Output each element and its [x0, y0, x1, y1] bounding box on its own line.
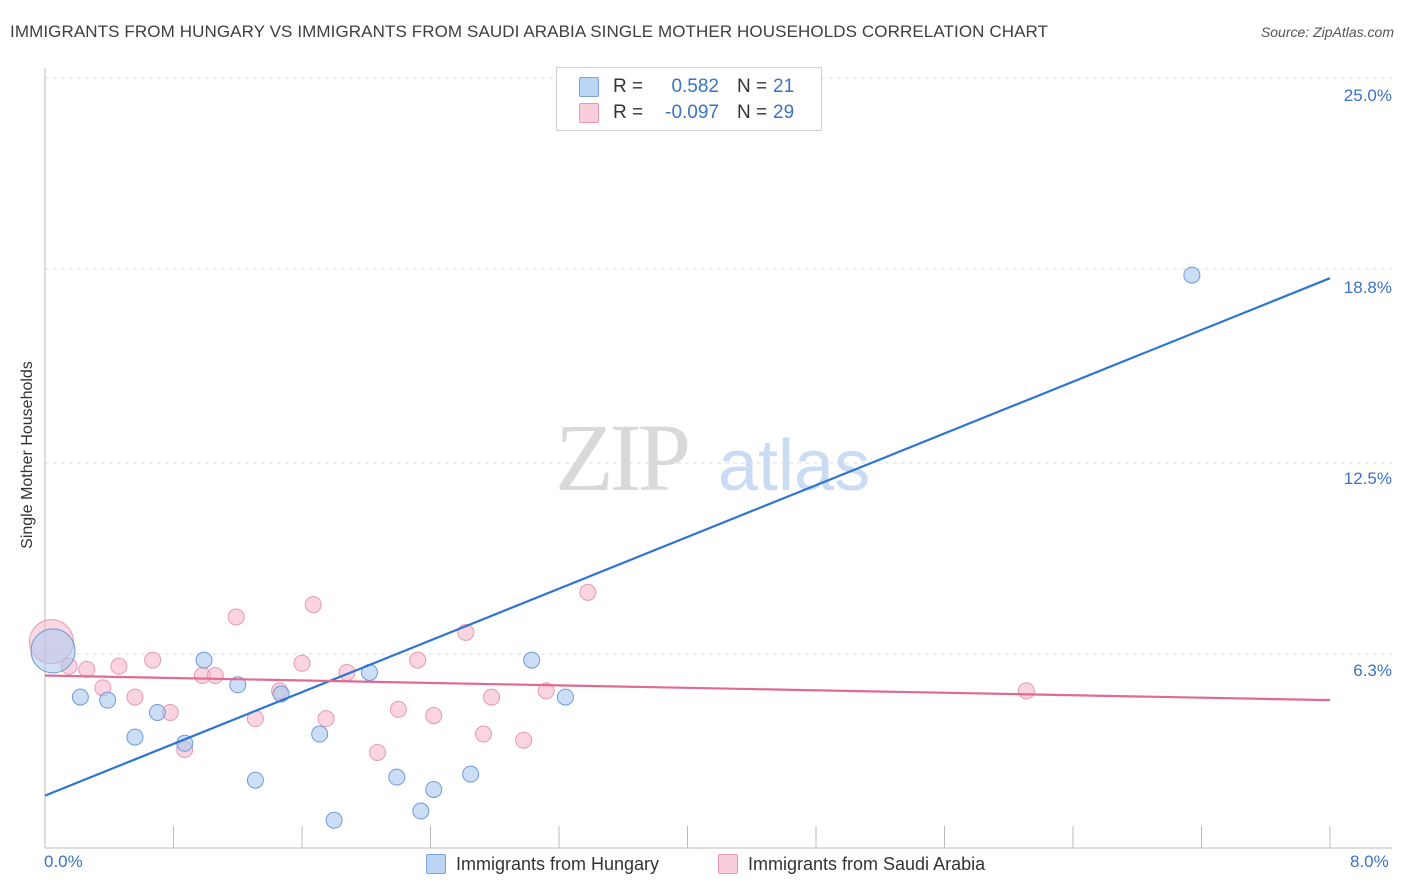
bottom-label-hungary: Immigrants from Hungary — [456, 853, 660, 874]
data-point — [99, 691, 117, 709]
y-tick-25: 25.0% — [1343, 86, 1392, 105]
data-point — [425, 780, 443, 798]
data-point — [229, 676, 247, 694]
points-saudi — [28, 583, 1035, 762]
watermark: ZIP atlas — [555, 404, 870, 511]
data-point — [579, 583, 597, 601]
data-point — [304, 596, 322, 614]
source-label: Source: ZipAtlas.com — [1260, 24, 1394, 40]
legend-n-value: 21 — [773, 76, 795, 97]
data-point — [293, 654, 311, 672]
data-point — [1183, 266, 1201, 284]
data-point — [483, 688, 501, 706]
legend-swatch-hungary — [579, 77, 599, 97]
legend-n-value: 29 — [773, 102, 795, 123]
legend-n-label: N = — [737, 102, 768, 123]
chart-title: IMMIGRANTS FROM HUNGARY VS IMMIGRANTS FR… — [10, 22, 1049, 41]
data-point — [1017, 682, 1035, 700]
y-axis-label: Single Mother Households — [19, 361, 36, 549]
watermark-zip: ZIP — [555, 404, 688, 511]
axes — [44, 68, 1392, 849]
data-point — [126, 688, 144, 706]
data-point — [325, 811, 343, 829]
y-tick-12-5: 12.5% — [1343, 469, 1392, 488]
trendline — [44, 277, 1331, 797]
data-point — [71, 688, 89, 706]
data-point — [368, 744, 386, 762]
data-point — [556, 688, 574, 706]
data-point — [30, 628, 76, 674]
data-point — [537, 682, 555, 700]
data-point — [515, 731, 533, 749]
legend-row-saudi: R = -0.097 N = 29 — [579, 100, 794, 126]
legend-row-hungary: R = 0.582 N = 21 — [579, 74, 794, 100]
data-point — [227, 608, 245, 626]
data-point — [126, 728, 144, 746]
y-tick-6-3: 6.3% — [1353, 661, 1392, 680]
data-point — [475, 725, 493, 743]
bottom-swatch-hungary — [426, 854, 446, 874]
data-point — [388, 768, 406, 786]
watermark-atlas: atlas — [718, 426, 870, 506]
data-point — [311, 725, 329, 743]
legend-n-label: N = — [737, 76, 768, 97]
data-point — [389, 700, 407, 718]
data-point — [409, 651, 427, 669]
data-point — [206, 667, 224, 685]
stats-legend: R = 0.582 N = 21 R = -0.097 N = 29 — [556, 67, 822, 131]
x-tick-max: 8.0% — [1350, 852, 1389, 871]
data-point — [412, 802, 430, 820]
legend-r-label: R = — [613, 76, 644, 97]
legend-r-value: 0.582 — [671, 76, 719, 97]
bottom-legend-hungary: Immigrants from Hungary — [426, 852, 659, 876]
y-tick-18-8: 18.8% — [1343, 278, 1392, 297]
data-point — [317, 710, 335, 728]
data-point — [78, 660, 96, 678]
x-tick-min: 0.0% — [44, 852, 83, 871]
data-point — [144, 651, 162, 669]
legend-swatch-saudi — [579, 103, 599, 123]
data-point — [195, 651, 213, 669]
trendlines — [44, 277, 1331, 797]
trendline — [44, 674, 1331, 702]
bottom-swatch-saudi — [718, 854, 738, 874]
bottom-label-saudi: Immigrants from Saudi Arabia — [748, 853, 986, 874]
data-point — [246, 771, 264, 789]
data-point — [523, 651, 541, 669]
gridlines — [45, 77, 1392, 655]
legend-r-value: -0.097 — [665, 102, 719, 123]
data-point — [148, 703, 166, 721]
data-point — [462, 765, 480, 783]
legend-r-label: R = — [613, 102, 644, 123]
data-point — [110, 657, 128, 675]
bottom-legend-saudi: Immigrants from Saudi Arabia — [718, 852, 985, 876]
data-point — [425, 707, 443, 725]
